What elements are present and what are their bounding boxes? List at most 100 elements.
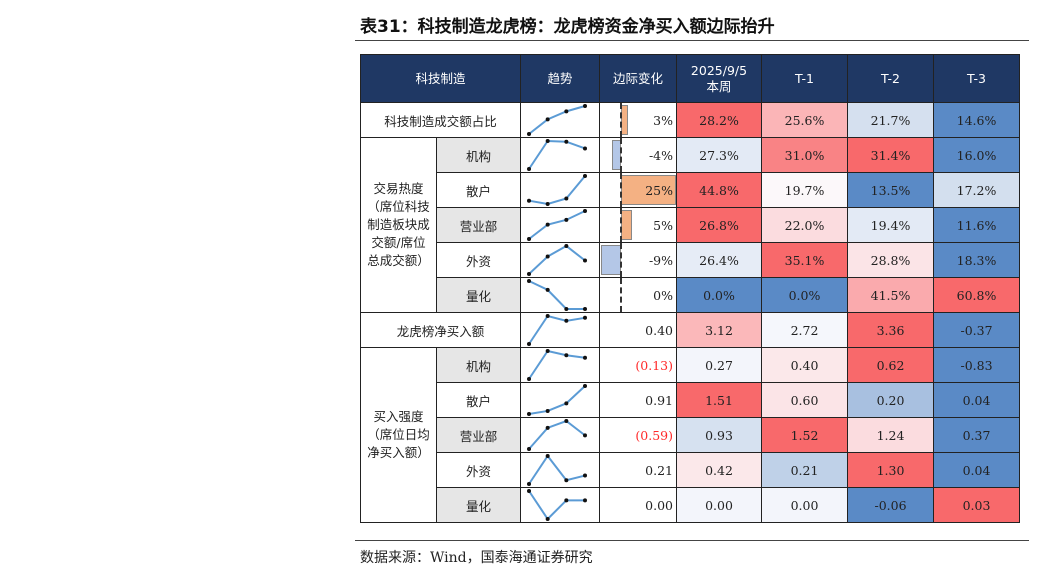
marginal-change: 0.40: [599, 312, 677, 348]
sparkline-point: [527, 272, 531, 276]
sparkline-point: [545, 202, 550, 206]
sparkline-point: [564, 478, 569, 483]
sparkline-point: [545, 117, 550, 122]
sparkline-point: [527, 198, 531, 203]
sparkline-point: [527, 489, 531, 493]
change-value: 0.21: [645, 462, 673, 478]
sparkline-point: [527, 377, 531, 381]
sparkline-line: [528, 139, 586, 170]
marginal-change: (0.13): [599, 347, 677, 383]
sparkline-point: [583, 473, 587, 478]
column-header: T-1: [761, 54, 848, 103]
sparkline-point: [564, 139, 569, 144]
sparkline-point: [527, 167, 531, 171]
sparkline-point: [545, 222, 550, 227]
change-bar: [621, 175, 676, 205]
table-row: 买入强度 （席位日均 净买入额） 机构 (0.13) 0.27 0.40 0.62 -0.83: [360, 347, 1020, 523]
heatmap-cell: 0.03: [933, 487, 1020, 523]
change-value: 0%: [653, 287, 673, 303]
source-divider: [355, 540, 1029, 541]
bar-axis: [620, 103, 622, 137]
sparkline-point: [583, 355, 587, 360]
bar-axis: [620, 173, 622, 207]
table-row: 营业部 (0.59) 0.93 1.52 1.24 0.37: [361, 417, 1020, 453]
heatmap-cell: 31.4%: [847, 137, 934, 173]
sparkline-line: [528, 280, 585, 310]
table-row: 外资 0.21 0.42 0.21 1.30 0.04: [361, 452, 1020, 488]
heatmap-cell: 0.62: [847, 347, 934, 383]
sparkline-point: [527, 279, 531, 283]
marginal-change: (0.59): [599, 417, 677, 453]
heatmap-cell: 0.93: [676, 417, 762, 453]
row-label: 量化: [436, 487, 521, 523]
trend-sparkline: [520, 242, 600, 278]
heatmap-cell: 25.6%: [761, 102, 848, 138]
heatmap-cell: 1.30: [847, 452, 934, 488]
marginal-change: 0.00: [599, 487, 677, 523]
column-header-line: 本周: [706, 78, 732, 94]
column-header: T-2: [847, 54, 934, 103]
heatmap-cell: 0.27: [676, 347, 762, 383]
sparkline-line: [528, 210, 586, 240]
sparkline-point: [527, 237, 531, 241]
sparkline-point: [564, 498, 569, 503]
sparkline-point: [527, 342, 531, 346]
sparkline-point: [564, 244, 569, 248]
heatmap-cell: 0.42: [676, 452, 762, 488]
column-header: 2025/9/5 本周: [676, 54, 762, 103]
heatmap-cell: 0.40: [761, 347, 848, 383]
heatmap-cell: 16.0%: [933, 137, 1020, 173]
sparkline-point: [545, 517, 550, 521]
bar-axis: [620, 278, 622, 312]
sparkline-line: [528, 175, 586, 206]
heatmap-cell: 0.00: [676, 487, 762, 523]
sparkline-point: [564, 217, 569, 222]
change-value: 0.91: [645, 392, 673, 408]
marginal-change: 0.21: [599, 452, 677, 488]
sparkline-point: [545, 287, 550, 292]
sparkline-point: [564, 196, 569, 201]
trend-sparkline: [520, 207, 600, 243]
table-title: 表31：科技制造龙虎榜：龙虎榜资金净买入额边际抬升: [360, 17, 775, 37]
group-label-line: 交易热度: [373, 181, 424, 196]
heatmap-cell: 60.8%: [933, 277, 1020, 313]
sparkline-point: [583, 433, 587, 438]
marginal-change: -4%: [599, 137, 677, 173]
column-header: 边际变化: [599, 54, 677, 103]
heatmap-cell: 0.60: [761, 382, 848, 418]
heatmap-cell: 28.2%: [676, 102, 762, 138]
group-label-line: 买入强度: [373, 409, 424, 424]
heatmap-cell: 3.36: [847, 312, 934, 348]
tech-manufacturing-dragon-tiger-table: 科技制造 趋势 边际变化 2025/9/5 本周 T-1 T-2 T-3 科技制造成交额占比 3…: [360, 54, 1020, 523]
sparkline-point: [564, 109, 569, 114]
sparkline-point: [545, 454, 550, 458]
heatmap-cell: 2.72: [761, 312, 848, 348]
sparkline-point: [564, 307, 569, 311]
change-value: 5%: [653, 217, 673, 233]
heatmap-cell: 0.21: [761, 452, 848, 488]
trend-sparkline: [520, 382, 600, 418]
trend-sparkline: [520, 452, 600, 488]
heatmap-cell: 3.12: [676, 312, 762, 348]
sparkline-point: [545, 425, 550, 430]
group-label-line: 总成交额）: [367, 253, 430, 268]
heatmap-cell: 0.37: [933, 417, 1020, 453]
sparkline-line: [528, 454, 586, 485]
heatmap-cell: -0.06: [847, 487, 934, 523]
change-value: 0.00: [645, 497, 673, 513]
trend-sparkline: [520, 347, 600, 383]
sparkline-line: [528, 490, 585, 521]
heatmap-cell: -0.37: [933, 312, 1020, 348]
change-value: -9%: [648, 252, 673, 268]
sparkline-point: [583, 258, 587, 263]
group-label-line: 净买入额）: [367, 445, 430, 460]
trend-sparkline: [520, 137, 600, 173]
title-divider: [355, 40, 1029, 41]
heatmap-cell: 11.6%: [933, 207, 1020, 243]
column-header-line: 2025/9/5: [690, 62, 748, 78]
table-row: 散户 0.91 1.51 0.60 0.20 0.04: [361, 382, 1020, 418]
row-label: 机构: [436, 137, 521, 173]
source-note: 数据来源：Wind，国泰海通证券研究: [360, 550, 593, 566]
heatmap-cell: 18.3%: [933, 242, 1020, 278]
sparkline-point: [527, 482, 531, 486]
